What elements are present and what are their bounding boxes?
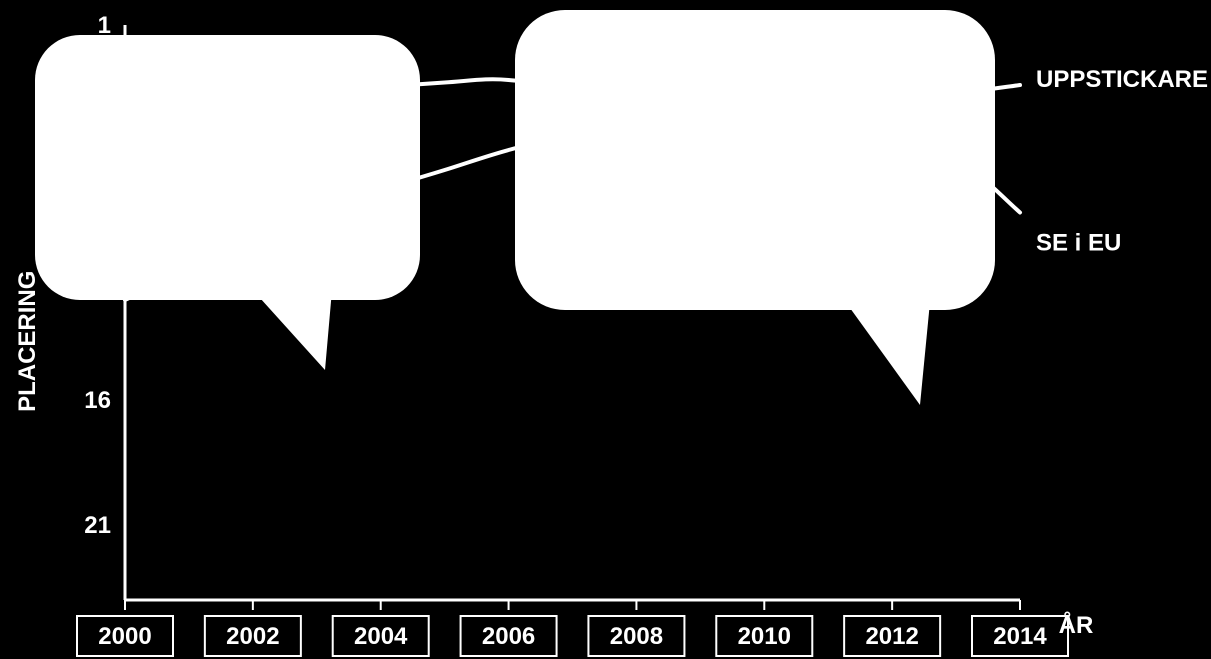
y-axis-title: PLACERING [14, 271, 41, 412]
y-tick-label: 21 [84, 512, 111, 539]
ranking-chart: 16111621PLACERING20002002200420062008201… [0, 0, 1211, 659]
x-tick-label: 2008 [610, 623, 663, 650]
series-label-UPPSTICKARE: UPPSTICKARE [1036, 66, 1208, 93]
x-tick-label: 2002 [226, 623, 279, 650]
y-tick-label: 16 [84, 387, 111, 414]
y-tick-label: 1 [98, 12, 111, 39]
x-tick-label: 2000 [98, 623, 151, 650]
x-tick-label: 2006 [482, 623, 535, 650]
x-tick-label: 2014 [993, 623, 1047, 650]
x-axis-title: ÅR [1059, 611, 1094, 639]
x-tick-label: 2012 [865, 623, 918, 650]
series-label-SE i EU: SE i EU [1036, 230, 1121, 257]
x-tick-label: 2010 [738, 623, 791, 650]
x-tick-label: 2004 [354, 623, 408, 650]
